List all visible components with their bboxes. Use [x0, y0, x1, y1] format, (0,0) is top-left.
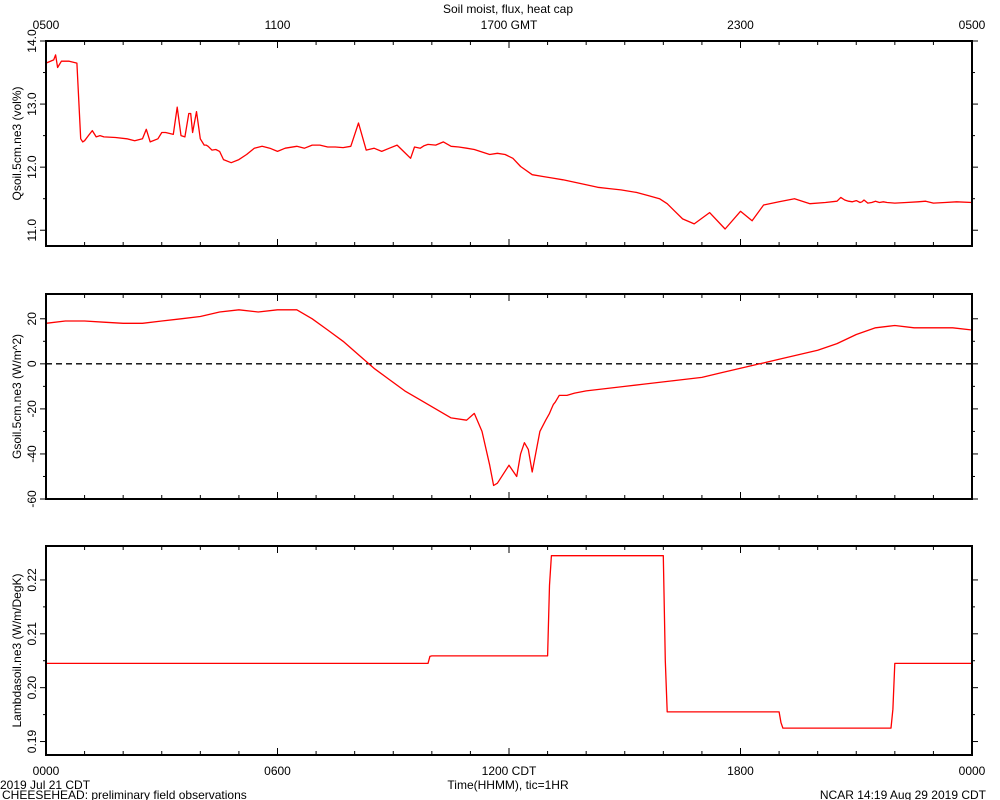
- y-tick-label: 0.22: [25, 568, 39, 592]
- y-tick-label: 0.21: [25, 622, 39, 646]
- y-tick-label: 0.20: [25, 676, 39, 700]
- series-line: [45, 54, 973, 230]
- y-tick-label: 13.0: [25, 92, 39, 116]
- bottom-tick-label: 1200 CDT: [482, 764, 537, 778]
- y-tick-label: 0.19: [25, 730, 39, 754]
- y-tick-label: 11.0: [25, 219, 39, 242]
- panel-frame: [45, 293, 973, 500]
- y-axis-label: Gsoil.5cm.ne3 (W/m^2): [10, 334, 24, 459]
- y-tick-label: 14.0: [25, 29, 39, 53]
- y-axis-label: Lambdasoil.ne3 (W/m/DegK): [10, 573, 24, 727]
- panel-1: 11.0 12.0 13.0 14.0 Qsoil.5cm.ne3 (vol%): [10, 29, 978, 247]
- y-tick-label: 12.0: [25, 155, 39, 179]
- top-tick-label: 2300: [727, 18, 754, 32]
- x-axis-label: Time(HHMM), tic=1HR: [447, 778, 569, 792]
- footer-credit: NCAR 14:19 Aug 29 2019 CDT: [820, 788, 987, 800]
- top-tick-label: 0500: [959, 18, 986, 32]
- bottom-tick-label: 1800: [727, 764, 754, 778]
- top-tick-label: 0500: [33, 18, 60, 32]
- top-tick-label: 1700 GMT: [481, 18, 538, 32]
- y-axis-label: Qsoil.5cm.ne3 (vol%): [10, 86, 24, 200]
- y-tick-label: -60: [25, 490, 39, 508]
- y-tick-label: 0: [25, 360, 39, 367]
- bottom-tick-label: 0000: [959, 764, 986, 778]
- y-tick-label: 20: [25, 312, 39, 326]
- chart-title: Soil moist, flux, heat cap: [443, 2, 573, 16]
- y-tick-label: -40: [25, 445, 39, 463]
- top-time-axis: 0500 1100 1700 GMT 2300 0500: [33, 18, 986, 32]
- bottom-time-axis: 0000 0600 1200 CDT 1800 0000: [33, 764, 986, 778]
- panel-frame: [45, 40, 973, 247]
- top-tick-label: 1100: [265, 18, 291, 32]
- series-line: [45, 309, 973, 487]
- panel-frame: [45, 545, 973, 756]
- bottom-tick-label: 0600: [264, 764, 291, 778]
- y-tick-label: -20: [25, 400, 39, 418]
- footer-date: 2019 Jul 21 CDT: [0, 778, 91, 792]
- series-line: [46, 555, 972, 729]
- footer-project: CHEESEHEAD: preliminary field observatio…: [2, 788, 247, 800]
- bottom-tick-label: 0000: [33, 764, 60, 778]
